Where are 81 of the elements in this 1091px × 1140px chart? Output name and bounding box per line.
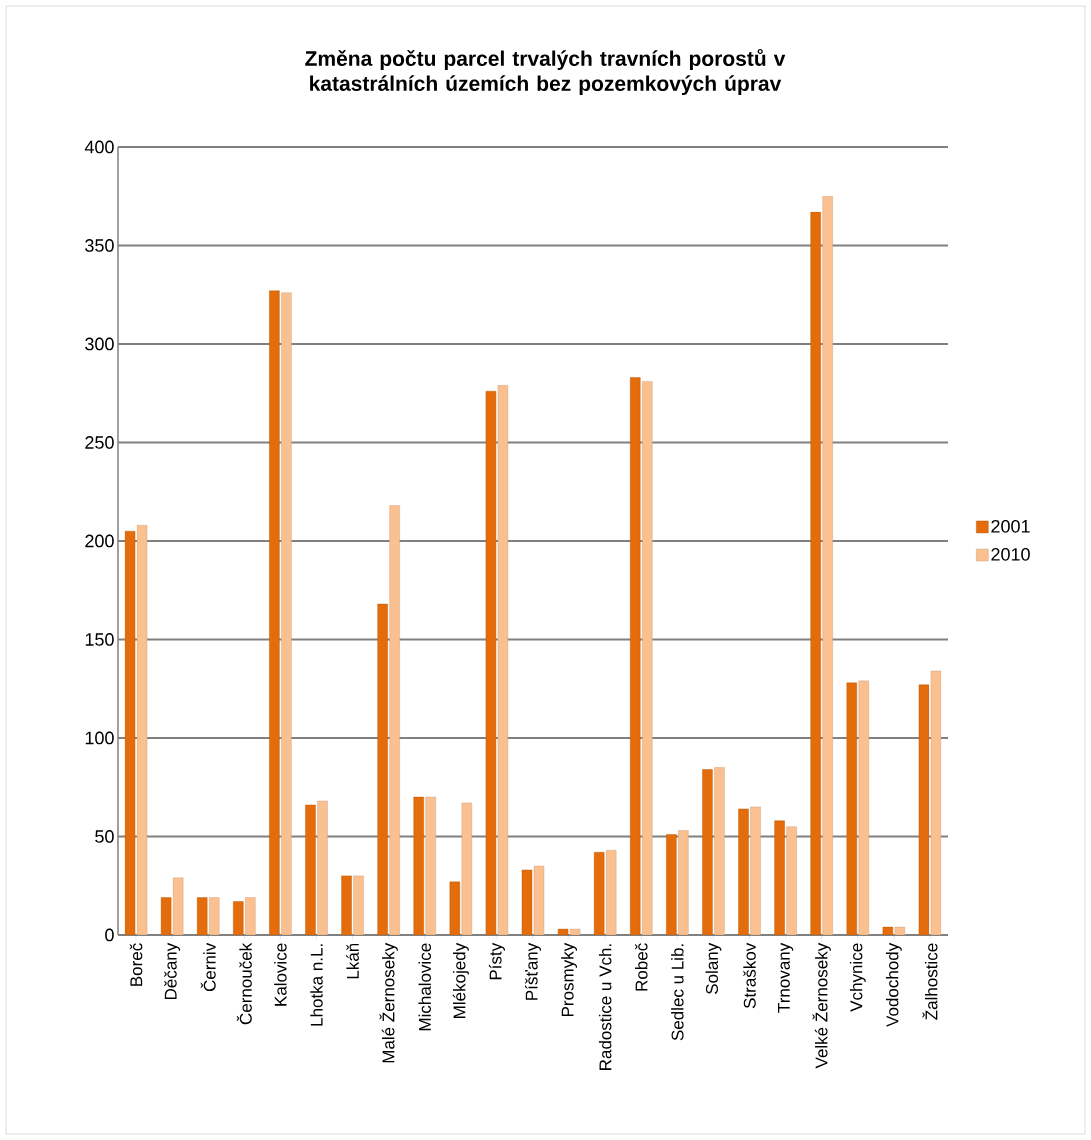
bar [858,680,869,935]
x-tick-label: Lhotka n.L. [310,944,323,1026]
bar [930,670,942,935]
bar [678,830,689,935]
legend-label: 2010 [991,547,1030,561]
x-tick-label: Sedlec u Lib. [671,944,684,1041]
bar [233,901,244,935]
x-tick-label: Robeč [634,943,648,991]
y-tick-label: 400 [84,140,114,154]
x-tick-label: Mlékojedy [452,942,469,1018]
bar [461,802,473,935]
bar [750,806,761,935]
legend-label: 2001 [991,519,1030,533]
x-tick-label: Velké Žernoseky [812,942,831,1069]
bar [305,804,316,935]
x-tick-label: Černiv [200,942,216,992]
bar [810,211,821,935]
bar [642,381,653,935]
x-tick-label: Děčany [164,942,181,1000]
bar [353,875,364,935]
bar [557,928,569,935]
y-tick-label: 150 [85,633,114,646]
x-tick-label: Lkáň [346,943,359,979]
x-tick-label: Prosmyky [561,942,578,1017]
y-tick-label: 200 [85,534,114,548]
bar [425,796,436,935]
y-tick-label: 300 [85,337,114,351]
y-tick-label: 350 [85,239,114,252]
bar [377,603,388,935]
x-tick-label: Žalhostice [922,943,938,1020]
bar [882,926,894,935]
bar [497,385,509,935]
x-tick-label: Trnovany [777,942,794,1013]
y-tick-label: 50 [95,830,114,843]
bar [317,800,328,935]
bar [630,377,641,935]
x-tick-label: Vodochody [885,942,902,1027]
bar [569,928,581,935]
x-tick-label: Straškov [743,942,756,1009]
bar [485,391,497,935]
bar [341,875,352,935]
bar [702,769,713,935]
x-tick-label: Solany [705,942,722,995]
bar [846,682,857,935]
chart-title: Změna počtu parcel trvalých travních porostů v katastrálních územích bez pozemkových úprav [305,48,786,96]
bar [593,852,605,935]
bar [666,834,677,935]
x-tick-label: Michalovice [418,943,431,1031]
bar [197,897,208,935]
bar [449,881,461,935]
y-tick-label: 0 [105,928,114,942]
x-tick-label: Boreč [129,943,143,986]
y-tick-label: 250 [85,436,114,449]
bar [281,292,292,935]
bar [389,505,400,935]
bar [533,865,545,935]
x-tick-label: Černouček [236,942,252,1025]
bar [160,897,172,935]
bar [413,796,424,935]
y-tick-label: 100 [85,731,114,745]
bar [774,820,785,935]
x-tick-label: Vchynice [849,943,866,1012]
x-tick-label: Malé Žernoseky [379,942,398,1063]
x-tick-label: Píšťany [524,942,542,1000]
bar [822,196,833,935]
bar [269,290,280,935]
bar [894,926,906,935]
bar [209,897,220,935]
x-tick-label: Radostice u Vch. [598,944,612,1070]
bar [245,897,256,935]
bar [605,850,617,935]
x-tick-label: Písty [488,942,505,980]
bar [136,525,148,935]
bar [918,684,930,935]
bar [714,767,725,935]
bar [172,877,184,935]
x-tick-label: Kalovice [274,943,287,1006]
bar [738,808,749,935]
bar [786,826,797,935]
bar [521,869,533,935]
bar [124,530,136,935]
